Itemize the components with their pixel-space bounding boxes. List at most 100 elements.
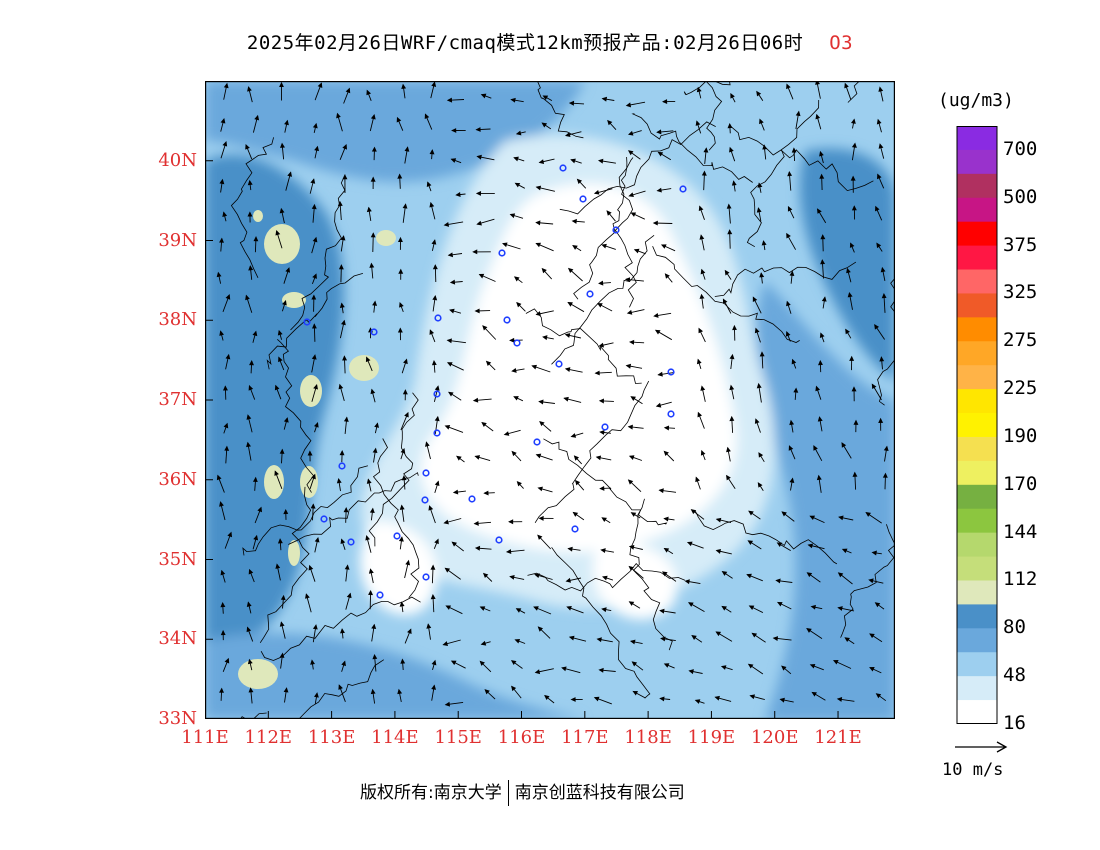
wind-arrow — [339, 319, 346, 339]
colorbar-segment — [957, 436, 997, 462]
wind-arrow — [480, 93, 492, 99]
wind-arrow — [505, 549, 525, 554]
wind-arrow — [601, 96, 615, 102]
wind-arrow — [849, 355, 855, 371]
wind-arrow — [279, 652, 285, 669]
wind-arrow — [247, 658, 253, 671]
wind-arrow — [283, 687, 289, 703]
wind-arrow — [841, 548, 852, 554]
wind-arrow — [748, 605, 764, 614]
wind-arrow — [248, 568, 255, 583]
wind-arrow — [715, 548, 732, 555]
site-marker — [393, 532, 401, 540]
wind-arrow — [853, 419, 859, 433]
wind-arrow — [721, 605, 732, 613]
wind-arrow — [595, 455, 612, 461]
wind-arrow — [223, 422, 229, 434]
wind-arrow — [600, 548, 614, 553]
wind-reference-arrow — [955, 741, 1008, 753]
wind-arrow — [503, 429, 521, 436]
high-ozone-patches — [238, 210, 396, 689]
wind-arrow — [428, 505, 436, 524]
wind-arrow — [851, 118, 856, 129]
wind-arrow — [786, 232, 796, 250]
wind-arrow — [248, 687, 254, 704]
wind-arrow — [598, 667, 616, 673]
footer-right: 南京创蓝科技有限公司 — [514, 783, 685, 803]
wind-arrow — [696, 86, 702, 99]
boundary-line — [527, 562, 686, 592]
wind-arrow — [690, 509, 705, 520]
wind-arrow — [542, 335, 554, 341]
wind-arrow — [246, 441, 252, 461]
wind-arrow — [876, 118, 882, 133]
colorbar-segment — [957, 317, 997, 342]
wind-arrow — [878, 143, 885, 159]
wind-arrow — [446, 338, 466, 344]
wind-arrow — [789, 477, 795, 491]
wind-arrow — [601, 607, 612, 613]
boundary-line — [746, 99, 820, 248]
boundary-line — [298, 659, 385, 719]
wind-arrow — [311, 294, 317, 312]
wind-arrow — [729, 146, 736, 162]
wind-arrow — [502, 242, 521, 250]
wind-arrow — [535, 310, 554, 317]
wind-arrow — [402, 389, 408, 401]
patch-4 — [349, 355, 379, 381]
wind-arrow — [535, 220, 554, 226]
wind-arrow — [310, 659, 315, 670]
boundary-line — [631, 113, 753, 183]
wind-arrow — [659, 608, 676, 614]
wind-arrow — [430, 564, 436, 584]
wind-arrow — [703, 147, 709, 164]
wind-arrow — [449, 308, 462, 314]
wind-arrow — [336, 477, 342, 492]
wind-arrow — [806, 572, 821, 583]
boundary-line — [840, 524, 895, 638]
boundary-line — [877, 277, 895, 406]
wind-arrow — [224, 445, 230, 464]
wind-arrow — [275, 563, 281, 581]
colorbar-segment — [957, 556, 997, 581]
wind-arrow — [220, 629, 226, 641]
wind-arrow — [247, 211, 253, 223]
wind-arrow — [732, 324, 737, 341]
wind-arrow — [819, 173, 825, 191]
boundary-line — [368, 392, 419, 547]
wind-arrow — [851, 386, 857, 402]
wind-arrow — [793, 387, 799, 400]
wind-arrow — [515, 130, 526, 136]
colorbar-segment — [957, 628, 997, 653]
wind-arrow — [542, 95, 553, 101]
wind-arrow — [275, 230, 283, 249]
wind-arrow — [222, 294, 231, 313]
wind-arrow — [838, 515, 854, 521]
wind-arrow — [509, 213, 524, 219]
wind-arrow — [625, 363, 643, 369]
wind-arrow — [479, 606, 491, 612]
wind-arrow — [398, 536, 404, 550]
site-marker — [559, 164, 567, 172]
site-marker — [421, 496, 429, 504]
wind-arrow — [368, 589, 374, 610]
wind-arrow — [479, 660, 492, 673]
colorbar-segment — [957, 365, 997, 390]
wind-arrow — [278, 356, 285, 371]
lon-label: 120E — [750, 727, 799, 748]
wind-arrow — [538, 158, 555, 164]
lon-label: 112E — [244, 727, 293, 748]
wind-arrow — [572, 245, 582, 252]
wind-arrow — [252, 330, 258, 343]
wind-arrow — [779, 697, 794, 703]
wind-arrow — [400, 658, 406, 671]
site-marker — [433, 390, 441, 398]
wind-arrow — [426, 623, 432, 640]
wind-arrow — [626, 309, 645, 315]
wind-arrow — [795, 110, 801, 129]
wind-arrow — [544, 694, 555, 704]
wind-arrow — [851, 142, 857, 161]
wind-arrow — [700, 385, 706, 402]
colorbar-segment — [957, 126, 997, 151]
wind-arrow — [660, 636, 676, 642]
